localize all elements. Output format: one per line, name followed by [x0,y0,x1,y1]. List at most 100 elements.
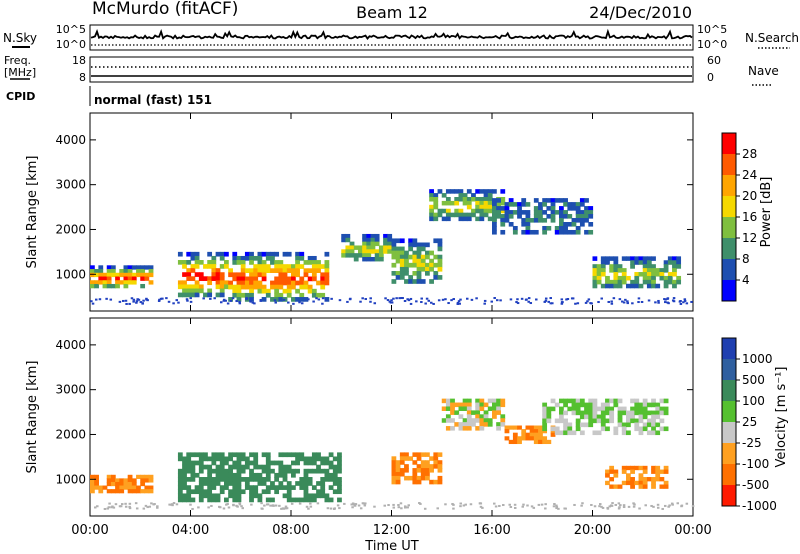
colorbar-segment [722,175,736,196]
echo-cell [630,484,635,489]
echo-cell [462,398,468,404]
scatter-dot [225,503,228,506]
echo-cell [437,238,443,244]
echo-cell [90,474,95,479]
echo-cell [194,280,200,286]
echo-cell [651,283,656,289]
scatter-dot [490,300,494,303]
echo-cell [399,460,405,465]
echo-cell [567,202,573,207]
echo-cell [211,272,217,277]
echo-cell [441,200,447,206]
echo-cell [638,406,644,412]
echo-cell [249,255,254,261]
echo-cell [240,468,246,474]
echo-cell [458,189,464,194]
echo-cell [588,222,594,227]
echo-cell [190,284,196,290]
echo-cell [127,489,133,494]
echo-cell [282,472,288,478]
nsky-tick-top: 10^5 [56,23,86,36]
echo-cell [575,202,581,207]
echo-cell [655,465,661,471]
scatter-dot [680,505,683,508]
echo-cell [307,460,313,466]
echo-cell [341,253,347,258]
echo-cell [529,229,535,235]
echo-cell [525,210,531,215]
echo-cell [282,280,288,286]
echo-cell [177,481,183,486]
echo-cell [646,279,652,285]
echo-cell [257,280,263,286]
echo-cell [433,216,439,222]
echo-region [492,198,594,235]
scatter-dot [691,505,695,508]
echo-cell [575,210,581,215]
echo-cell [563,410,568,416]
echo-cell [194,255,200,261]
echo-cell [399,246,405,252]
freq-label-2: [MHz] [4,66,36,79]
scatter-dot [459,298,462,301]
echo-cell [274,284,280,290]
colorbar-tick-label: 16 [742,210,757,224]
colorbar-segment [722,238,736,259]
echo-cell [492,414,497,419]
echo-cell [667,272,673,277]
nsky-label: N.Sky [3,31,37,45]
echo-cell [546,198,552,203]
echo-cell [249,284,254,290]
echo-cell [366,256,372,262]
echo-cell [307,268,313,274]
echo-cell [98,485,104,490]
echo-cell [148,489,154,494]
echo-cell [638,410,644,416]
echo-cell [588,418,594,424]
echo-cell [496,210,501,215]
echo-cell [500,229,506,235]
scatter-dot [607,300,610,303]
scatter-dot [186,299,189,302]
scatter-dot [189,297,192,300]
echo-cell [274,485,280,490]
echo-cell [487,204,493,210]
echo-cell [466,189,472,194]
scatter-dot [459,505,462,508]
echo-cell [630,279,635,285]
scatter-dot [250,503,253,506]
echo-cell [203,452,208,458]
echo-cell [232,276,238,282]
echo-cell [303,272,309,278]
echo-cell [257,255,263,261]
echo-cell [655,283,661,289]
echo-cell [651,430,656,436]
echo-cell [228,297,233,302]
echo-cell [270,460,275,466]
echo-cell [546,418,552,424]
echo-cell [466,422,472,427]
echo-cell [127,269,133,274]
echo-cell [282,464,288,470]
echo-cell [546,414,552,420]
echo-cell [148,265,154,270]
echo-cell [207,493,213,499]
echo-cell [638,256,644,261]
echo-cell [538,432,543,437]
scatter-dot [249,300,252,303]
echo-cell [521,229,527,235]
echo-cell [94,478,99,483]
echo-cell [458,402,464,408]
echo-cell [320,493,326,499]
echo-cell [425,262,430,268]
echo-cell [433,452,439,457]
echo-cell [634,398,640,404]
echo-cell [517,439,522,445]
echo-cell [663,410,669,416]
echo-cell [265,477,271,482]
echo-cell [416,479,422,485]
echo-cell [265,460,271,466]
echo-cell [466,200,472,206]
echo-cell [525,225,531,231]
echo-cell [219,288,225,294]
